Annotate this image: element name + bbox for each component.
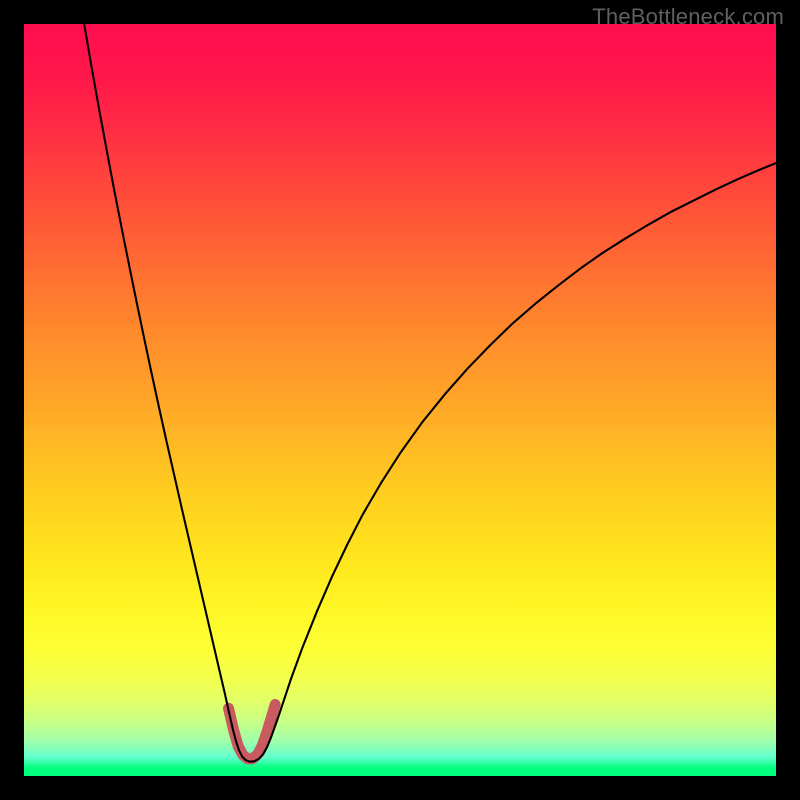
bottleneck-curve	[84, 24, 776, 762]
watermark-text: TheBottleneck.com	[592, 4, 784, 30]
plot-area	[24, 24, 776, 776]
curve-layer	[24, 24, 776, 776]
foot-highlight-path	[229, 705, 276, 759]
